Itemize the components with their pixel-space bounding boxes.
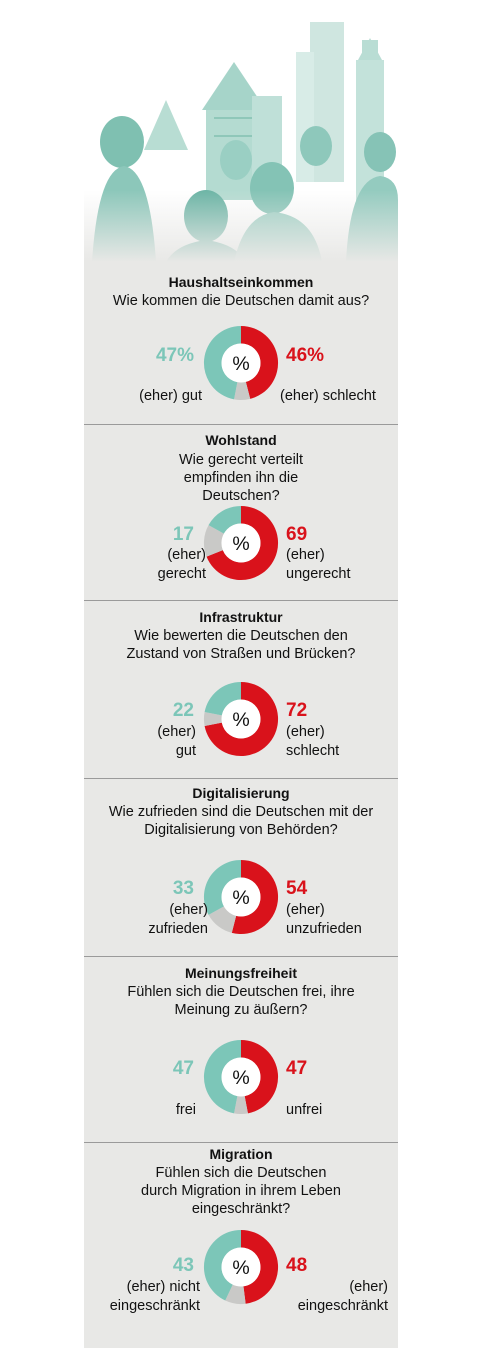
negative-label: (eher) schlecht <box>286 724 340 759</box>
slice-negative <box>231 859 279 935</box>
chart-subtitle: Wie zufrieden sind die Deutschen mit der… <box>108 804 374 838</box>
positive-value: 33 <box>172 878 194 899</box>
chart-section-2: Wohlstand Wie gerecht verteilt empfinden… <box>84 424 398 600</box>
slice-negative <box>241 1039 279 1114</box>
donut-chart: % <box>203 1039 279 1115</box>
donut-hole <box>221 699 261 739</box>
slice-positive <box>203 325 241 400</box>
donut-hole <box>221 1057 261 1097</box>
chart-subtitle: Fühlen sich die Deutschen frei, ihre Mei… <box>127 984 355 1018</box>
section-divider <box>84 424 398 425</box>
center-symbol: % <box>232 533 249 555</box>
chart-section-1: Haushaltseinkommen Wie kommen die Deutsc… <box>84 262 398 424</box>
slice-negative <box>204 681 279 757</box>
section-divider <box>84 778 398 779</box>
chart-section-4: Digitalisierung Wie zufrieden sind die D… <box>84 778 398 956</box>
center-symbol: % <box>232 1067 249 1089</box>
chart-section-3: Infrastruktur Wie bewerten die Deutschen… <box>84 600 398 778</box>
slice-positive <box>203 1039 241 1114</box>
negative-value: 46% <box>286 345 325 366</box>
chart-title: Infrastruktur <box>199 609 283 625</box>
donut-chart: % <box>203 325 279 401</box>
donut-chart: % <box>203 681 279 757</box>
center-symbol: % <box>232 1257 249 1279</box>
slice-positive <box>203 1229 241 1301</box>
negative-value: 69 <box>286 524 308 545</box>
chart-title: Haushaltseinkommen <box>168 274 314 290</box>
chart-subtitle: Wie bewerten die Deutschen den Zustand v… <box>126 628 356 662</box>
donut-hole <box>221 1247 261 1287</box>
positive-value: 43 <box>172 1255 194 1276</box>
chart-title: Wohlstand <box>205 432 277 448</box>
slice-undecided <box>203 525 224 557</box>
positive-label: (eher) nicht eingeschränkt <box>109 1279 200 1314</box>
positive-label: (eher) zufrieden <box>148 902 208 937</box>
chart-title: Migration <box>209 1146 273 1162</box>
slice-positive <box>208 505 241 534</box>
center-symbol: % <box>232 353 249 375</box>
center-symbol: % <box>232 887 249 909</box>
negative-label: (eher) ungerecht <box>286 547 351 582</box>
negative-label: unfrei <box>286 1102 323 1118</box>
slice-positive <box>203 859 241 915</box>
chart-subtitle: Fühlen sich die Deutschen durch Migratio… <box>141 1165 341 1217</box>
slice-undecided <box>234 381 251 401</box>
negative-label: (eher) eingeschränkt <box>297 1279 388 1314</box>
townscape-people-illustration <box>84 0 398 262</box>
section-divider <box>84 956 398 957</box>
chart-title: Digitalisierung <box>192 785 290 801</box>
positive-value: 17 <box>172 524 194 545</box>
positive-value: 22 <box>172 700 194 721</box>
negative-label: (eher) unzufrieden <box>286 902 362 937</box>
positive-value: 47% <box>155 345 194 366</box>
donut-hole <box>221 523 261 563</box>
negative-value: 48 <box>286 1255 308 1276</box>
slice-undecided <box>208 906 237 933</box>
positive-value: 47 <box>172 1058 194 1079</box>
slice-undecided <box>203 712 222 726</box>
positive-label: frei <box>175 1102 196 1118</box>
negative-value: 72 <box>286 700 308 721</box>
slice-undecided <box>225 1284 246 1305</box>
negative-value: 54 <box>286 878 308 899</box>
chart-subtitle: Wie gerecht verteilt empfinden ihn die D… <box>178 452 304 504</box>
donut-chart: % <box>203 505 279 581</box>
slice-negative <box>206 505 279 581</box>
donut-hole <box>221 343 261 383</box>
negative-value: 47 <box>286 1058 308 1079</box>
center-symbol: % <box>232 709 249 731</box>
slice-negative <box>241 1229 279 1304</box>
donut-chart: % <box>203 859 279 935</box>
section-divider <box>84 1142 398 1143</box>
slice-undecided <box>234 1096 248 1115</box>
chart-section-5: Meinungsfreiheit Fühlen sich die Deutsch… <box>84 956 398 1142</box>
slice-negative <box>241 325 279 399</box>
section-divider <box>84 600 398 601</box>
chart-section-6: Migration Fühlen sich die Deutschen durc… <box>84 1142 398 1348</box>
donut-hole <box>221 877 261 917</box>
positive-label: (eher) gut <box>157 724 196 759</box>
slice-positive <box>204 681 241 716</box>
positive-label: (eher) gut <box>139 388 202 404</box>
chart-title: Meinungsfreiheit <box>184 965 297 981</box>
chart-subtitle: Wie kommen die Deutschen damit aus? <box>112 293 370 309</box>
positive-label: (eher) gerecht <box>157 547 206 582</box>
donut-chart: % <box>203 1229 279 1305</box>
negative-label: (eher) schlecht <box>280 388 376 404</box>
